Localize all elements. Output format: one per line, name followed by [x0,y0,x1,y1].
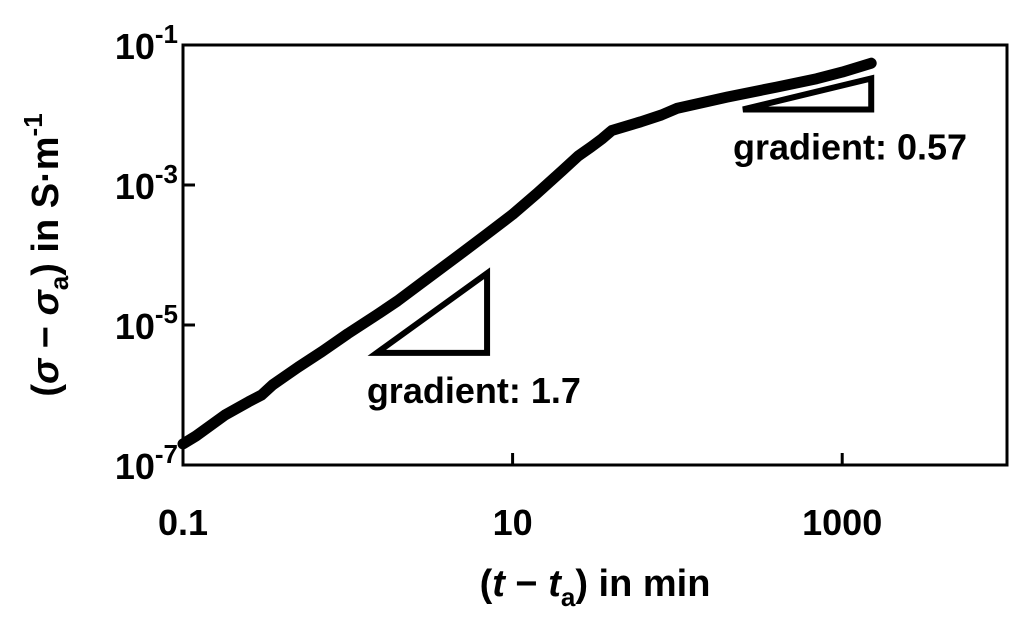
gradient-triangle-1 [742,74,875,113]
plot-frame [181,43,1009,467]
y-tick-label-1: 10-5 [115,299,178,347]
x-tick-label-1: 10 [493,502,533,543]
x-axis-label: (t − ta) in min [480,563,711,612]
y-tick-label-0: 10-7 [115,439,178,487]
annotations: gradient: 1.7 gradient: 0.57 [367,74,967,411]
x-tick-label-0: 0.1 [158,502,208,543]
y-axis-label: (σ − σa) in S·m-1 [18,113,74,396]
gradient-label-1: gradient: 0.57 [733,126,967,167]
tick-labels: 0.1 10 1000 10-7 10-5 10-3 10-1 [115,19,882,543]
gradient-triangle-0 [367,267,491,356]
series-line [177,57,877,450]
y-tick-label-2: 10-3 [115,159,178,207]
x-tick-label-2: 1000 [802,502,882,543]
tick-marks [181,43,844,467]
y-tick-label-3: 10-1 [115,19,178,67]
gradient-label-0: gradient: 1.7 [367,370,581,411]
